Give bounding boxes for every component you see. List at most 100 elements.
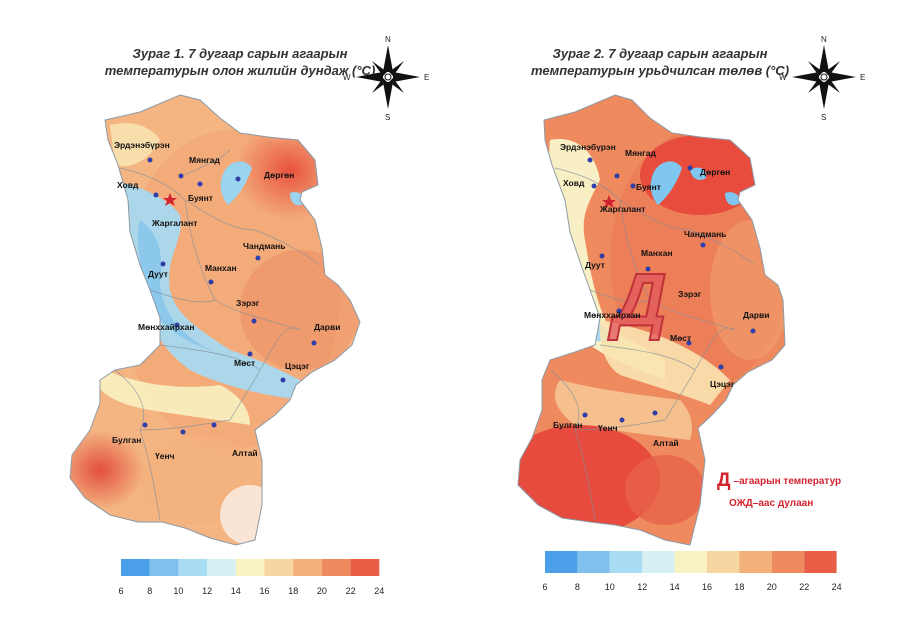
town-label: Зэрэг [236, 298, 260, 308]
town-dot [280, 377, 286, 383]
town-label: Ховд [117, 180, 139, 190]
warmer-overlay-letter: Д [607, 258, 666, 341]
compass-east-label: E [860, 73, 865, 82]
town-dot [582, 412, 588, 418]
town-label: Алтай [232, 448, 258, 458]
town-dot [616, 308, 622, 314]
town-label: Дарви [314, 322, 340, 332]
legend-tick-label: 18 [734, 582, 744, 592]
town-label: Булган [112, 435, 141, 445]
legend-swatch [207, 559, 236, 576]
town-labels: Эрдэнэбүрэн Мянгад Ховд Буянт Дөргөн Жар… [553, 142, 769, 448]
town-label: Манхан [205, 263, 237, 273]
town-dot [614, 173, 620, 179]
compass-rose-icon: N S E W [779, 35, 865, 122]
legend-tick-label: 10 [605, 582, 615, 592]
aimag-center-star-icon [163, 193, 177, 206]
legend-swatch [609, 551, 643, 573]
legend-tick-label: 22 [799, 582, 809, 592]
legend-tick-label: 24 [832, 582, 842, 592]
town-dot [247, 351, 253, 357]
map-svg: Эрдэнэбүрэн Мянгад Ховд Буянт Дөргөн Жар… [69, 35, 429, 596]
map-panel-forecast: Зураг 2. 7 дугаар сарын агаарын температ… [450, 0, 900, 632]
town-label: Булган [553, 420, 582, 430]
town-dot [718, 364, 724, 370]
town-label: Мөст [234, 358, 255, 368]
town-dot [180, 429, 186, 435]
town-label: Дөргөн [264, 170, 294, 180]
legend-tick-label: 6 [118, 586, 123, 596]
legend-tick-label: 14 [231, 586, 241, 596]
town-label: Цэцэг [710, 379, 735, 389]
compass-rose-icon: N S E W [343, 35, 429, 122]
town-label: Мянгад [625, 148, 656, 158]
town-dot [197, 181, 203, 187]
town-label: Мөст [670, 333, 691, 343]
town-label: Буянт [636, 182, 661, 192]
legend-tick-label: 20 [317, 586, 327, 596]
compass-north-label: N [385, 35, 391, 44]
legend-tick-label: 20 [767, 582, 777, 592]
legend-swatch [739, 551, 772, 573]
town-dot [587, 157, 593, 163]
town-dot [630, 183, 636, 189]
town-label: Алтай [653, 438, 679, 448]
legend-tick-label: 8 [575, 582, 580, 592]
legend-swatch [804, 551, 837, 573]
town-dot [591, 183, 597, 189]
color-legend: 6 8 10 12 14 16 18 20 22 24 [118, 559, 384, 596]
town-label: Чандмань [243, 241, 286, 251]
map-title: Зураг 2. 7 дугаар сарын агаарын температ… [515, 45, 805, 79]
legend-tick-label: 6 [542, 582, 547, 592]
legend-swatch [321, 559, 351, 576]
legend-swatch [771, 551, 805, 573]
legend-swatch [121, 559, 150, 576]
town-label: Мөнххайрхан [584, 310, 640, 320]
town-label: Дуут [585, 260, 605, 270]
town-label: Ховд [563, 178, 585, 188]
legend-swatch [235, 559, 265, 576]
town-label: Мөнххайрхан [138, 322, 194, 332]
town-label: Үенч [598, 423, 618, 433]
legend-swatch [350, 559, 380, 576]
town-dot [686, 340, 692, 346]
town-dot [235, 176, 241, 182]
legend-tick-label: 10 [173, 586, 183, 596]
town-dot [700, 242, 706, 248]
map-title-line1: Зураг 2. 7 дугаар сарын агаарын [552, 46, 768, 61]
compass-south-label: S [385, 113, 390, 122]
town-label: Мянгад [189, 155, 220, 165]
legend-swatch [674, 551, 707, 573]
town-markers [582, 157, 756, 423]
legend-tick-label: 16 [702, 582, 712, 592]
town-labels: Эрдэнэбүрэн Мянгад Ховд Буянт Дөргөн Жар… [112, 140, 340, 461]
town-dot [142, 422, 148, 428]
map-title-line1: Зураг 1. 7 дугаар сарын агаарын [132, 46, 348, 61]
legend-tick-label: 12 [202, 586, 212, 596]
map-svg: Д Эрдэнэбүрэн Мянгад Ховд Буянт Дөргөн [517, 35, 865, 592]
town-label: Чандмань [684, 229, 727, 239]
town-dot [147, 157, 153, 163]
town-dot [255, 255, 261, 261]
legend-tick-label: 14 [670, 582, 680, 592]
legend-swatch [293, 559, 322, 576]
town-dot [251, 318, 257, 324]
annotation-letter: Д [717, 470, 731, 491]
compass-south-label: S [821, 113, 826, 122]
map-panel-current: Зураг 1. 7 дугаар сарын агаарын температ… [69, 35, 429, 596]
town-dot [211, 422, 217, 428]
legend-tick-label: 18 [288, 586, 298, 596]
legend-tick-label: 12 [637, 582, 647, 592]
town-dot [750, 328, 756, 334]
town-label: Буянт [188, 193, 213, 203]
town-label: Жаргалант [599, 204, 645, 214]
color-legend: 6 8 10 12 14 16 18 20 22 24 [542, 551, 842, 592]
compass-west-label: W [343, 73, 351, 82]
town-dot [599, 253, 605, 259]
legend-tick-label: 24 [374, 586, 384, 596]
town-label: Дарви [743, 310, 769, 320]
town-label: Дуут [148, 269, 168, 279]
town-label: Дөргөн [700, 167, 730, 177]
aimag-center-star-icon [602, 195, 616, 208]
town-label: Зэрэг [678, 289, 702, 299]
